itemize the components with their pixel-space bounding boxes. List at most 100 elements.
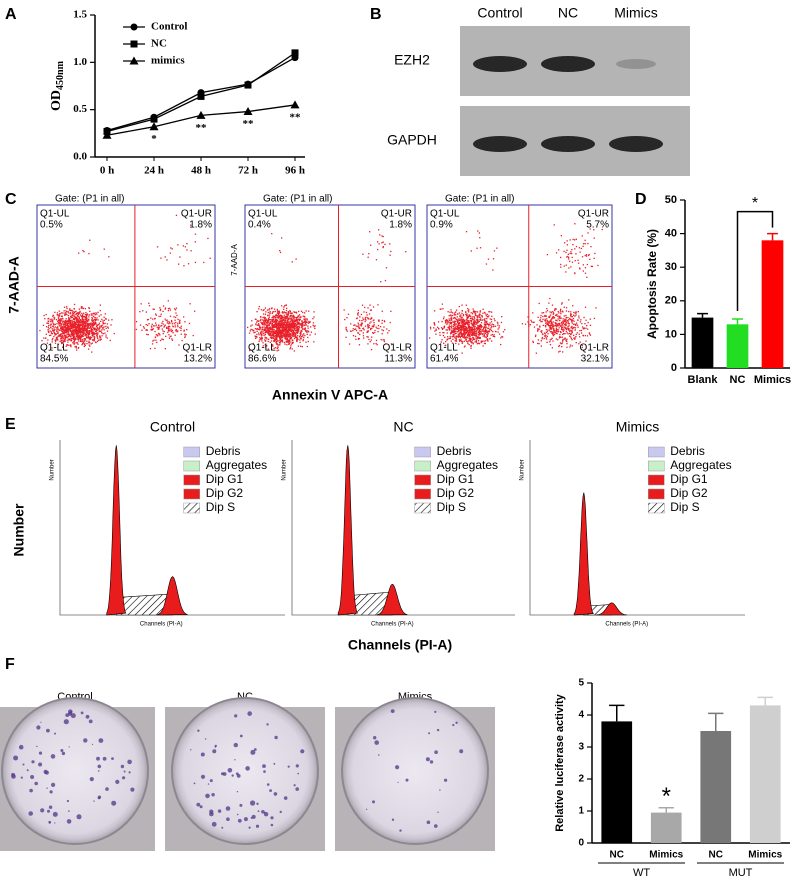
event-dot [71, 324, 73, 326]
event-dot [54, 311, 56, 313]
event-dot [367, 327, 369, 329]
quadrant-percent: 5.7% [586, 220, 609, 231]
event-dot [265, 346, 267, 348]
event-dot [76, 319, 79, 321]
event-dot [70, 317, 72, 319]
event-dot [53, 324, 55, 326]
event-dot [286, 323, 288, 325]
event-dot [158, 327, 160, 329]
event-dot [164, 308, 166, 310]
event-dot [551, 347, 553, 349]
event-dot [278, 333, 280, 336]
event-dot [565, 310, 568, 312]
event-dot [296, 340, 298, 343]
event-dot [358, 326, 360, 328]
event-dot [92, 319, 94, 321]
event-dot [277, 323, 279, 325]
event-dot [303, 318, 305, 320]
event-dot [538, 328, 540, 330]
event-dot [552, 334, 554, 336]
event-dot [458, 312, 461, 314]
event-dot [597, 264, 599, 267]
event-dot [570, 313, 572, 316]
event-dot [277, 333, 279, 335]
event-dot [96, 317, 98, 319]
event-dot [355, 325, 357, 327]
event-dot [148, 323, 150, 325]
event-dot [280, 334, 282, 336]
event-dot [266, 345, 268, 347]
event-dot [470, 312, 472, 314]
event-dot [84, 308, 86, 310]
event-dot [145, 311, 147, 313]
event-dot [296, 330, 298, 332]
event-dot [469, 326, 471, 328]
event-dot [474, 328, 476, 331]
event-dot [85, 335, 87, 337]
event-dot [310, 331, 312, 333]
event-dot [461, 322, 464, 324]
event-dot [346, 330, 348, 332]
event-dot [85, 319, 87, 321]
event-dot [583, 316, 585, 319]
event-dot [571, 261, 574, 263]
event-dot [309, 321, 311, 323]
significance-label: ** [243, 118, 255, 130]
event-dot [477, 342, 480, 344]
event-dot [103, 329, 105, 331]
event-dot [143, 327, 145, 329]
event-dot [281, 325, 283, 327]
event-dot [78, 324, 81, 327]
event-dot [480, 319, 482, 321]
event-dot [492, 269, 494, 271]
event-dot [74, 335, 76, 337]
event-dot [64, 320, 67, 323]
bar [761, 240, 784, 368]
event-dot [68, 338, 70, 340]
event-dot [57, 332, 59, 334]
event-dot [306, 333, 308, 335]
quadrant-name: Q1-LR [580, 343, 609, 354]
event-dot [95, 318, 98, 321]
event-dot [287, 314, 289, 316]
event-dot [303, 337, 305, 339]
event-dot [89, 310, 91, 312]
event-dot [273, 316, 275, 318]
event-dot [564, 318, 566, 320]
event-dot [69, 330, 71, 333]
event-dot [62, 325, 64, 328]
event-dot [472, 311, 474, 313]
colony [26, 769, 29, 772]
legend-label: mimics [151, 55, 185, 67]
colony [61, 751, 66, 756]
event-dot [168, 327, 170, 330]
event-dot [279, 325, 281, 327]
event-dot [95, 328, 97, 330]
event-dot [62, 331, 64, 333]
event-dot [546, 318, 548, 320]
event-dot [74, 333, 76, 335]
event-dot [87, 331, 89, 334]
dip-g2 [376, 583, 408, 616]
event-dot [477, 321, 479, 323]
event-dot [175, 329, 178, 331]
event-dot [304, 328, 306, 331]
event-dot [471, 317, 473, 319]
event-dot [78, 323, 80, 325]
event-dot [56, 330, 58, 332]
event-dot [571, 249, 573, 251]
event-dot [562, 318, 564, 320]
event-dot [571, 331, 573, 333]
event-dot [454, 340, 456, 342]
event-dot [577, 262, 580, 264]
event-dot [488, 327, 490, 330]
event-dot [82, 307, 84, 309]
event-dot [285, 312, 287, 314]
event-dot [173, 316, 175, 318]
colony [273, 763, 276, 765]
colony [426, 820, 431, 825]
event-dot [264, 329, 266, 332]
event-dot [299, 339, 301, 341]
event-dot [61, 329, 63, 332]
